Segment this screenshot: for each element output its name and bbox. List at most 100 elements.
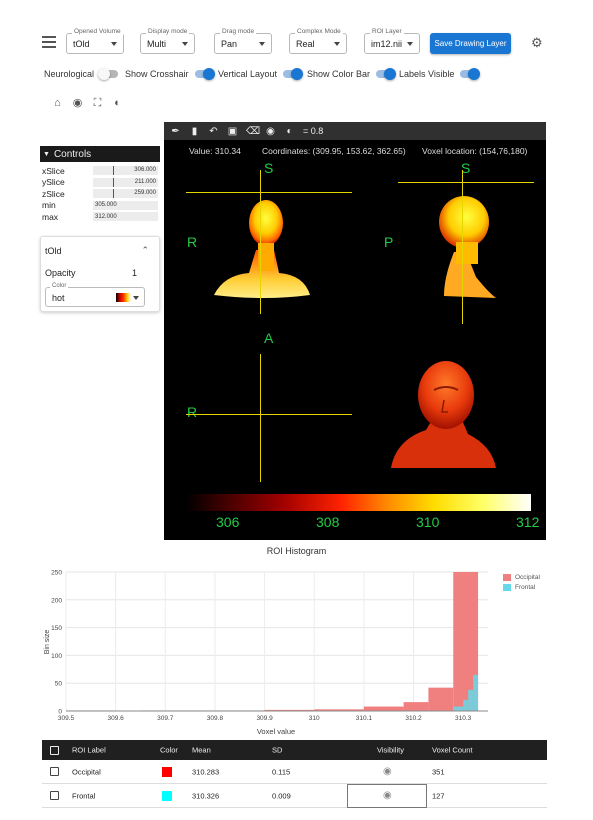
histogram-bar-occipital — [403, 702, 429, 711]
chevron-down-icon — [111, 42, 117, 46]
toggle-switch[interactable] — [194, 68, 215, 80]
visibility-eye-icon[interactable]: ◉ — [383, 789, 392, 801]
colormap-select[interactable]: Color hot — [45, 283, 145, 307]
control-name: min — [42, 200, 56, 211]
roi-sd: 0.009 — [272, 791, 291, 800]
control-value[interactable]: 211.000 — [134, 178, 156, 185]
colorbar-tick: 310 — [416, 514, 440, 530]
toggle-vertical-layout[interactable]: Vertical Layout — [218, 67, 304, 81]
legend-label: Occipital — [515, 573, 540, 581]
toggle-label: Neurological — [44, 69, 95, 79]
chevron-down-icon — [182, 42, 188, 46]
column-header[interactable]: Voxel Count — [432, 745, 473, 755]
gear-icon[interactable]: ⚙ — [531, 35, 543, 50]
chevron-up-icon[interactable]: ⌃ — [141, 245, 149, 255]
y-axis-label: Bin size — [44, 630, 51, 655]
column-header[interactable]: SD — [272, 745, 283, 755]
toggle-label: Show Color Bar — [307, 69, 371, 79]
toggle-switch[interactable] — [460, 68, 481, 80]
drag-mode-select[interactable]: Drag mode Pan — [214, 28, 272, 54]
chevron-down-icon — [259, 42, 265, 46]
complex-mode-label: Complex Mode — [295, 28, 343, 36]
brush-icon[interactable]: ✒ — [171, 125, 180, 137]
eye-icon[interactable]: ◉ — [266, 125, 275, 137]
x-tick-label: 310.2 — [405, 715, 422, 722]
center-focus-icon[interactable]: ◉ — [72, 97, 83, 109]
histogram-bar-frontal — [463, 699, 469, 711]
zslice-slider[interactable]: 259.000 — [93, 189, 158, 199]
max-input[interactable]: 312.000 — [93, 212, 158, 222]
drag-mode-label: Drag mode — [220, 28, 257, 36]
toggle-show-crosshair[interactable]: Show Crosshair — [125, 67, 215, 81]
contrast-icon[interactable]: ◐ — [114, 97, 121, 109]
orientation-label-posterior: P — [384, 234, 394, 250]
roi-color-swatch[interactable] — [162, 766, 172, 777]
chevron-down-icon — [133, 296, 139, 300]
opacity-value[interactable]: 1 — [131, 268, 137, 278]
toggle-show-color-bar[interactable]: Show Color Bar — [307, 67, 397, 81]
controls-header[interactable]: ▼ Controls — [40, 146, 160, 162]
colormap-label: Color — [50, 283, 69, 290]
column-header[interactable]: ROI Label — [72, 745, 106, 755]
visibility-eye-icon[interactable]: ◉ — [383, 765, 392, 777]
control-value[interactable]: 306.000 — [134, 167, 156, 174]
column-header[interactable]: Color — [160, 745, 178, 755]
control-name: zSlice — [42, 188, 65, 199]
camera-icon[interactable]: ▣ — [227, 125, 238, 137]
eraser-icon[interactable]: ▮ — [191, 125, 198, 137]
table-row[interactable]: Frontal 310.326 0.009 ◉ 127 — [42, 784, 547, 808]
roi-label: Occipital — [72, 767, 101, 776]
chevron-down-icon — [407, 42, 413, 46]
toggle-labels-visible[interactable]: Labels Visible — [399, 67, 481, 81]
column-header[interactable]: Mean — [192, 745, 211, 755]
column-header[interactable]: Visibility — [377, 745, 404, 755]
yslice-slider[interactable]: 211.000 — [93, 177, 158, 187]
trash-icon[interactable]: ⌫ — [246, 125, 261, 137]
opacity-icon[interactable]: ◐ — [286, 125, 293, 137]
roi-layer-value: im12.nii — [371, 39, 403, 49]
roi-color-swatch[interactable] — [162, 790, 172, 801]
control-name: max — [42, 211, 59, 222]
crosshair-vertical — [462, 170, 463, 324]
orientation-label-right: R — [187, 404, 198, 420]
min-input[interactable]: 305.000 — [93, 200, 158, 210]
table-row[interactable]: Occipital 310.283 0.115 ◉ 351 — [42, 760, 547, 784]
roi-mean: 310.326 — [192, 791, 220, 800]
histogram-bar-frontal — [473, 674, 479, 711]
row-checkbox[interactable] — [50, 791, 59, 800]
toggle-label: Labels Visible — [399, 69, 455, 79]
complex-mode-select[interactable]: Complex Mode Real — [289, 28, 347, 54]
display-mode-label: Display mode — [146, 28, 190, 36]
control-value[interactable]: 259.000 — [134, 190, 156, 197]
row-checkbox[interactable] — [50, 767, 59, 776]
undo-icon[interactable]: ↶ — [209, 125, 218, 137]
roi-layer-select[interactable]: ROI Layer im12.nii — [364, 28, 420, 54]
chevron-down-icon: ▼ — [43, 150, 50, 158]
crosshair-horizontal — [398, 182, 534, 183]
fullscreen-icon[interactable]: ⛶ — [93, 97, 102, 109]
home-icon[interactable]: ⌂ — [54, 97, 61, 109]
coronal-slice-image — [214, 200, 310, 298]
xslice-slider[interactable]: 306.000 — [93, 166, 158, 176]
image-viewer-canvas[interactable]: Value: 310.34 Coordinates: (309.95, 153.… — [164, 140, 546, 540]
select-all-checkbox[interactable] — [50, 745, 59, 755]
histogram-bar-frontal — [468, 689, 474, 711]
toggle-switch[interactable] — [376, 68, 397, 80]
legend-item-frontal[interactable]: Frontal — [503, 582, 540, 592]
display-mode-select[interactable]: Display mode Multi — [140, 28, 195, 54]
orientation-label-anterior: A — [264, 330, 274, 346]
sagittal-slice-image — [439, 196, 496, 298]
table-header: ROI Label Color Mean SD Visibility Voxel… — [42, 740, 547, 760]
toggle-switch[interactable] — [283, 68, 304, 80]
save-drawing-layer-button[interactable]: Save Drawing Layer — [430, 33, 511, 54]
colorbar-tick: 308 — [316, 514, 340, 530]
toggle-neurological[interactable]: Neurological — [44, 67, 119, 81]
y-tick-label: 150 — [51, 625, 62, 632]
drag-mode-value: Pan — [221, 39, 238, 49]
menu-icon[interactable] — [42, 36, 56, 48]
toggle-switch[interactable] — [98, 68, 119, 80]
opened-volume-select[interactable]: Opened Volume tOld — [66, 28, 124, 54]
roi-mean: 310.283 — [192, 767, 220, 776]
colormap-value: hot — [52, 293, 65, 303]
legend-item-occipital[interactable]: Occipital — [503, 572, 540, 582]
